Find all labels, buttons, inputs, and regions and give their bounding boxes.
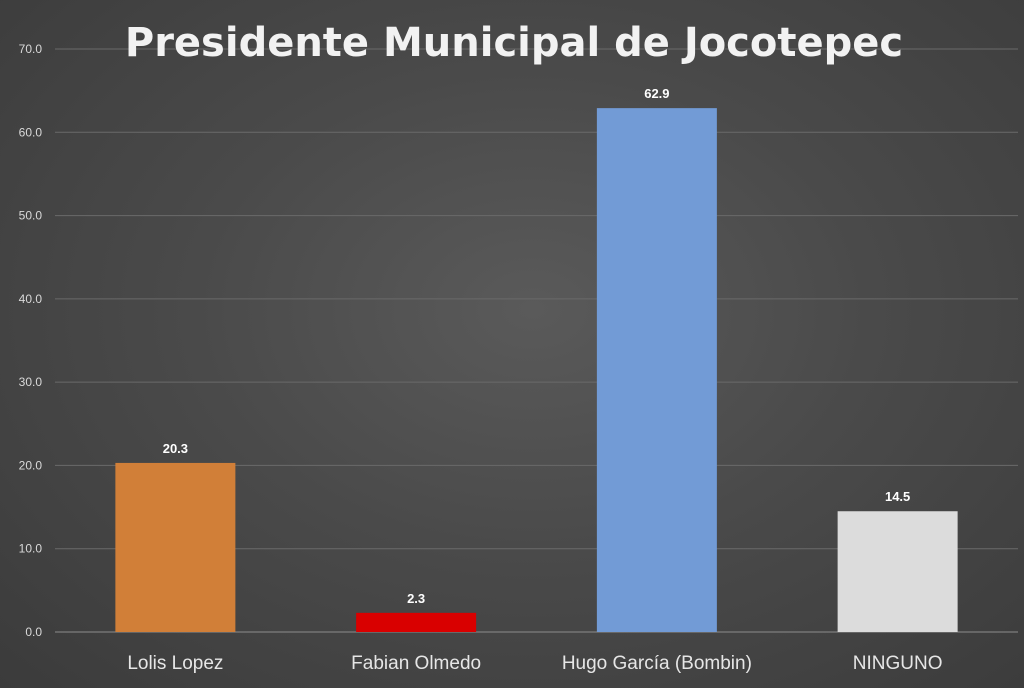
y-tick-label: 60.0 [19, 125, 43, 139]
y-tick-label: 20.0 [19, 458, 43, 472]
bar [356, 612, 477, 632]
y-axis-ticks: 0.0 10.0 20.0 30.0 40.0 50.0 60.0 70.0 [19, 42, 43, 639]
y-tick-label: 10.0 [19, 542, 43, 556]
chart-title: Presidente Municipal de Jocotepec [125, 20, 903, 66]
bar [837, 511, 958, 632]
bar-value-label: 62.9 [644, 86, 669, 101]
bar-value-label: 2.3 [407, 591, 425, 606]
bar-value-label: 20.3 [163, 441, 188, 456]
data-labels: 20.3 2.3 62.9 14.5 [163, 86, 911, 606]
y-tick-label: 50.0 [19, 209, 43, 223]
bars [115, 108, 958, 632]
bar [115, 462, 236, 632]
category-label: Lolis Lopez [127, 653, 223, 674]
bar [596, 108, 717, 632]
y-tick-label: 0.0 [25, 625, 42, 639]
y-tick-label: 70.0 [19, 42, 43, 56]
category-label: Fabian Olmedo [351, 653, 481, 674]
x-axis-categories: Lolis Lopez Fabian Olmedo Hugo García (Bom… [127, 653, 942, 674]
category-label: NINGUNO [853, 653, 943, 674]
bar-value-label: 14.5 [885, 489, 910, 504]
y-tick-label: 30.0 [19, 375, 43, 389]
y-tick-label: 40.0 [19, 292, 43, 306]
category-label: Hugo García (Bombin) [562, 653, 752, 674]
